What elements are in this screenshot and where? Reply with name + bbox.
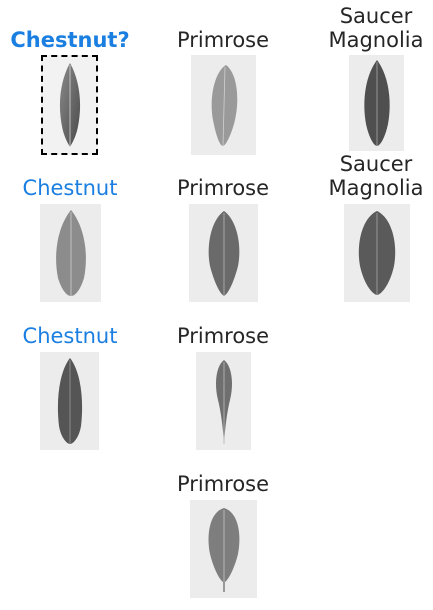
class-label-saucer-magnolia-1: Saucer Magnolia — [328, 4, 424, 52]
leaf-icon — [215, 360, 232, 444]
leaf-thumbnail-chestnut-2[interactable] — [40, 352, 99, 450]
leaf-thumbnail-primrose-4[interactable] — [190, 500, 257, 598]
class-label-primrose-2: Primrose — [176, 176, 270, 200]
query-label: Chestnut? — [10, 28, 130, 52]
class-label-primrose-3: Primrose — [176, 324, 270, 348]
leaf-icon — [59, 63, 80, 147]
leaf-thumbnail-primrose-1[interactable] — [191, 55, 256, 155]
leaf-icon — [211, 65, 237, 147]
leaf-thumbnail-chestnut-1[interactable] — [40, 204, 101, 302]
class-label-chestnut-1: Chestnut — [22, 176, 118, 200]
leaf-thumbnail-primrose-3[interactable] — [196, 352, 251, 450]
leaf-icon — [358, 211, 396, 295]
leaf-icon — [208, 211, 239, 296]
leaf-icon — [57, 358, 82, 444]
class-label-primrose-1: Primrose — [176, 28, 270, 52]
class-label-primrose-4: Primrose — [176, 472, 270, 496]
class-label-chestnut-2: Chestnut — [22, 324, 118, 348]
leaf-thumbnail-saucer-magnolia-2[interactable] — [344, 204, 410, 302]
leaf-thumbnail-primrose-2[interactable] — [189, 204, 258, 302]
leaf-icon — [55, 210, 86, 296]
leaf-icon — [208, 508, 239, 592]
leaf-thumbnail-saucer-magnolia-1[interactable] — [349, 55, 404, 151]
leaf-icon — [363, 60, 390, 146]
class-label-saucer-magnolia-2: Saucer Magnolia — [328, 152, 424, 200]
query-leaf-thumbnail[interactable] — [41, 55, 98, 155]
